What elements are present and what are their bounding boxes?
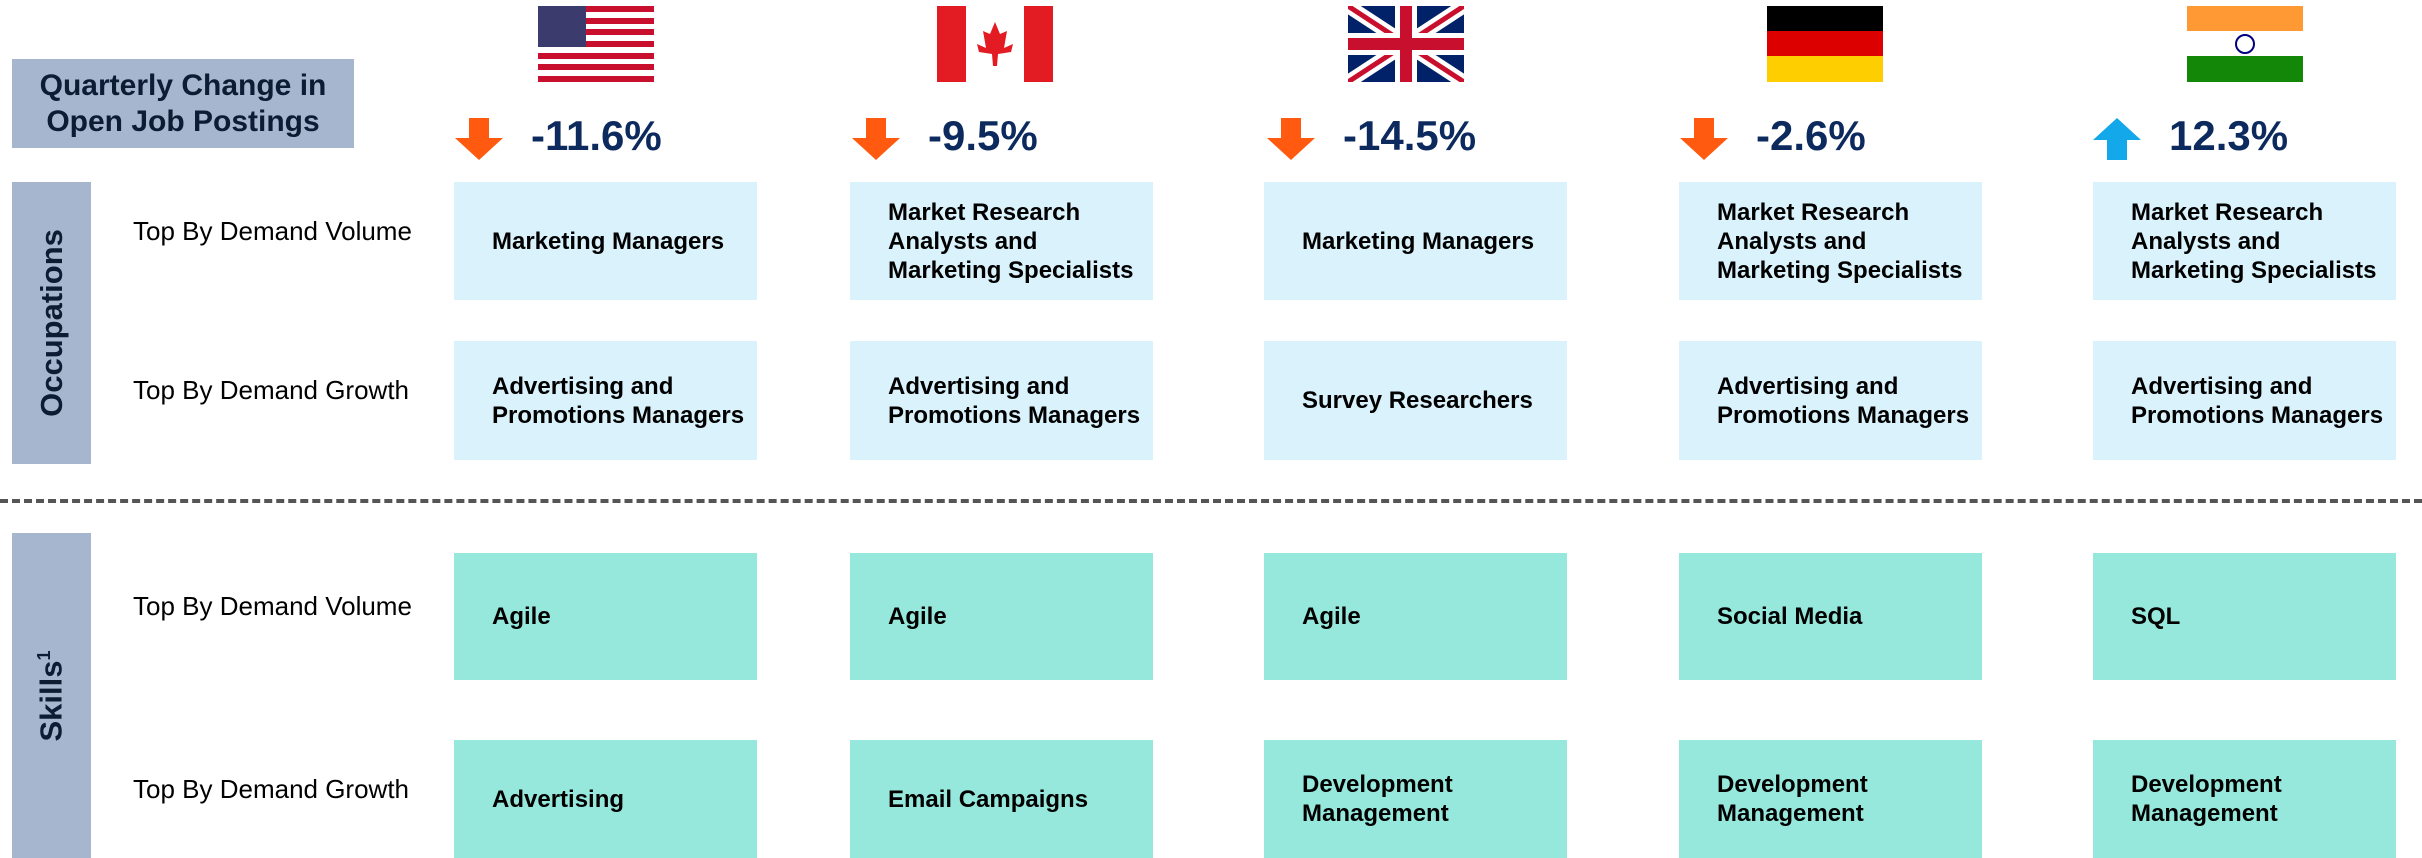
flag-ca (937, 6, 1053, 82)
section-label: Occupations (12, 182, 91, 464)
cell: Agile (850, 553, 1153, 680)
cell: Advertising (454, 740, 757, 858)
arrow-down (852, 118, 900, 160)
row-label: Top By Demand Volume (133, 215, 412, 246)
cell: Marketing Managers (1264, 182, 1567, 300)
cell: Market Research Analysts and Marketing S… (2093, 182, 2396, 300)
change-value: -9.5% (928, 112, 1038, 159)
flag-uk (1348, 6, 1464, 82)
section-text: Skills1 (34, 650, 70, 741)
change-value: -11.6% (531, 112, 662, 159)
cell: Marketing Managers (454, 182, 757, 300)
cell: Survey Researchers (1264, 341, 1567, 460)
cell: Advertising and Promotions Managers (454, 341, 757, 460)
cell: SQL (2093, 553, 2396, 680)
cell: Development Management (1679, 740, 1982, 858)
section-text: Occupations (34, 229, 70, 417)
arrow-down (455, 118, 503, 160)
row-label: Top By Demand Volume (133, 591, 412, 621)
arrow-up (2093, 118, 2141, 160)
cell: Agile (454, 553, 757, 680)
section-name: Skills (33, 660, 69, 742)
cell: Advertising and Promotions Managers (1679, 341, 1982, 460)
cell: Development Management (1264, 740, 1567, 858)
footnote-mark: 1 (34, 649, 55, 661)
cell: Email Campaigns (850, 740, 1153, 858)
cell: Market Research Analysts and Marketing S… (850, 182, 1153, 300)
cell: Development Management (2093, 740, 2396, 858)
divider (0, 499, 2422, 503)
arrow-down (1267, 118, 1315, 160)
change-value: -2.6% (1756, 112, 1866, 159)
section-name: Occupations (33, 229, 69, 417)
flag-us (538, 6, 654, 82)
change-value: 12.3% (2169, 112, 2289, 159)
flag-in (2187, 6, 2303, 82)
cell: Social Media (1679, 553, 1982, 680)
arrow-down (1680, 118, 1728, 160)
section-label: Skills1 (12, 533, 91, 858)
cell: Advertising and Promotions Managers (2093, 341, 2396, 460)
cell: Agile (1264, 553, 1567, 680)
flag-de (1767, 6, 1883, 82)
row-label: Top By Demand Growth (133, 773, 410, 804)
row-label: Top By Demand Growth (133, 375, 410, 405)
change-value: -14.5% (1343, 112, 1477, 159)
title: Quarterly Change in Open Job Postings (12, 59, 354, 148)
cell: Market Research Analysts and Marketing S… (1679, 182, 1982, 300)
cell: Advertising and Promotions Managers (850, 341, 1153, 460)
